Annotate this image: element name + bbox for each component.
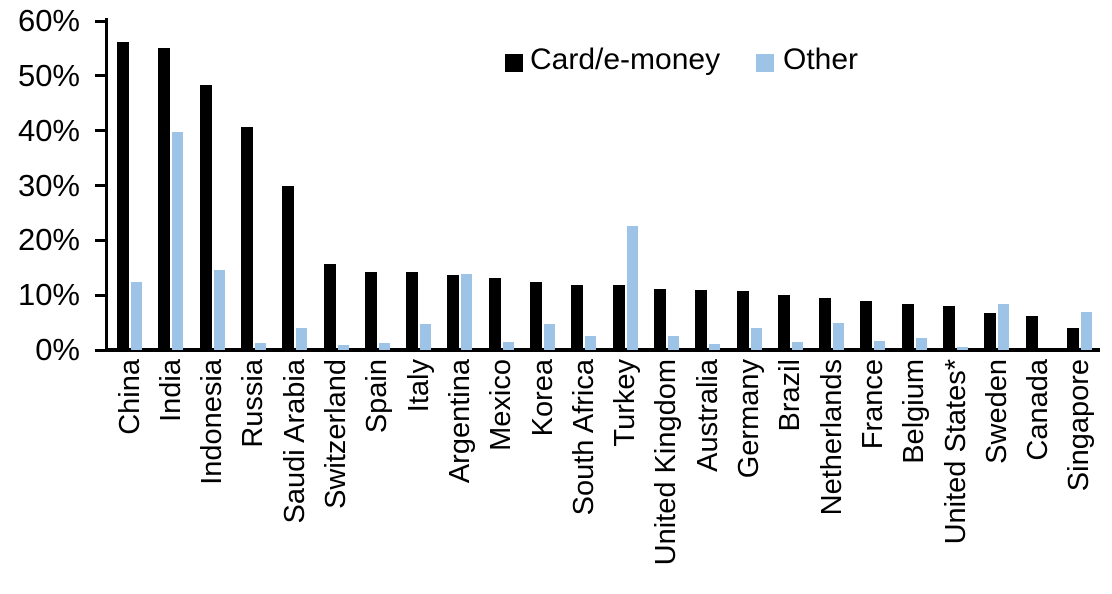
- x-axis-line: [105, 348, 1100, 352]
- y-axis-label-40: 40%: [17, 112, 80, 148]
- bar-other-sweden: [998, 304, 1010, 350]
- x-axis-label-argentina: Argentina: [443, 359, 476, 484]
- y-axis-label-20: 20%: [17, 222, 80, 258]
- bar-other-mexico: [502, 341, 514, 350]
- bar-other-indonesia: [213, 269, 225, 350]
- x-axis-label-china: China: [113, 359, 146, 435]
- legend-label-card-e-money: Card/e-money: [530, 43, 721, 76]
- x-axis-label-south-africa: South Africa: [567, 359, 600, 516]
- bar-card-e-money-sweden: [984, 313, 997, 350]
- y-axis-tick-60: [95, 19, 106, 23]
- bar-other-brazil: [791, 342, 803, 350]
- bar-card-e-money-united-kingdom: [653, 288, 666, 350]
- bar-card-e-money-australia: [695, 289, 708, 350]
- bar-card-e-money-india: [158, 48, 171, 350]
- bar-other-korea: [544, 323, 555, 350]
- x-axis-label-canada: Canada: [1022, 359, 1055, 461]
- legend-label-other: Other: [783, 43, 859, 76]
- x-axis-label-saudi-arabia: Saudi Arabia: [278, 359, 311, 524]
- bar-card-e-money-canada: [1025, 316, 1038, 350]
- bar-card-e-money-spain: [364, 272, 377, 350]
- x-axis-label-netherlands: Netherlands: [815, 359, 848, 516]
- x-axis-label-spain: Spain: [361, 359, 394, 434]
- x-axis-label-india: India: [154, 359, 187, 422]
- legend-swatch-other: [756, 54, 774, 72]
- bar-card-e-money-italy: [406, 272, 419, 350]
- bar-card-e-money-mexico: [488, 278, 501, 350]
- bar-other-germany: [750, 328, 762, 350]
- bar-other-turkey: [626, 225, 638, 350]
- bar-card-e-money-china: [117, 41, 129, 350]
- x-axis-label-korea: Korea: [526, 359, 559, 437]
- x-axis-label-mexico: Mexico: [485, 359, 518, 451]
- bar-other-netherlands: [833, 322, 845, 350]
- bar-other-china: [131, 282, 142, 350]
- x-axis-label-united-states: United States*: [939, 359, 972, 545]
- bar-other-argentina: [461, 273, 473, 350]
- x-axis-label-france: France: [856, 359, 889, 450]
- x-axis-label-turkey: Turkey: [609, 359, 642, 447]
- bar-other-belgium: [915, 337, 927, 350]
- bar-card-e-money-netherlands: [819, 298, 832, 350]
- bar-card-e-money-germany: [736, 291, 749, 350]
- y-axis-tick-10: [95, 293, 106, 297]
- bar-card-e-money-south-africa: [571, 284, 584, 350]
- y-axis-label-60: 60%: [17, 3, 80, 38]
- bar-other-russia: [254, 343, 266, 350]
- bar-other-india: [172, 132, 184, 350]
- bar-card-e-money-saudi-arabia: [282, 186, 295, 350]
- bar-other-united-kingdom: [667, 336, 679, 350]
- bar-other-australia: [709, 343, 721, 350]
- bar-other-switzerland: [337, 345, 349, 350]
- x-axis-label-united-kingdom: United Kingdom: [650, 359, 683, 566]
- bar-card-e-money-korea: [530, 282, 542, 350]
- y-axis-tick-50: [95, 74, 106, 78]
- bar-card-e-money-switzerland: [323, 263, 336, 350]
- bar-other-saudi-arabia: [296, 328, 308, 350]
- y-axis-label-50: 50%: [17, 57, 80, 93]
- y-axis-line: [105, 18, 108, 352]
- y-axis-tick-40: [95, 129, 106, 133]
- bar-other-south-africa: [585, 336, 597, 350]
- bar-card-e-money-argentina: [447, 275, 460, 350]
- x-axis-label-singapore: Singapore: [1063, 359, 1096, 492]
- legend-swatch-card-e-money: [505, 54, 523, 72]
- bar-card-e-money-belgium: [901, 304, 914, 350]
- bar-other-france: [874, 340, 886, 350]
- x-axis-label-brazil: Brazil: [774, 359, 807, 432]
- x-axis-label-germany: Germany: [733, 359, 765, 479]
- y-axis-label-30: 30%: [17, 167, 80, 203]
- bar-card-e-money-indonesia: [199, 85, 212, 350]
- x-axis-label-australia: Australia: [691, 359, 724, 472]
- bar-other-spain: [378, 343, 390, 350]
- bar-card-e-money-russia: [240, 127, 253, 350]
- bar-other-singapore: [1080, 311, 1092, 350]
- bar-card-e-money-turkey: [612, 285, 625, 350]
- y-axis-tick-0: [95, 348, 106, 352]
- chart-legend: Card/e-money Other: [0, 0, 1112, 100]
- bar-card-e-money-france: [860, 301, 873, 350]
- y-axis-label-10: 10%: [17, 277, 80, 313]
- bar-other-italy: [420, 323, 432, 350]
- x-axis-label-sweden: Sweden: [980, 359, 1013, 464]
- y-axis-label-0: 0%: [35, 332, 80, 367]
- bar-card-e-money-united-states: [943, 306, 955, 350]
- x-axis-label-indonesia: Indonesia: [196, 359, 229, 485]
- x-axis-label-belgium: Belgium: [898, 359, 931, 464]
- bar-other-united-states: [957, 347, 968, 350]
- x-axis-label-russia: Russia: [237, 359, 270, 448]
- bar-card-e-money-brazil: [777, 294, 790, 350]
- x-axis-label-switzerland: Switzerland: [320, 359, 352, 509]
- bar-card-e-money-singapore: [1066, 327, 1079, 350]
- y-axis-tick-30: [95, 184, 106, 187]
- x-axis-label-italy: Italy: [402, 359, 435, 413]
- y-axis-tick-20: [95, 238, 106, 242]
